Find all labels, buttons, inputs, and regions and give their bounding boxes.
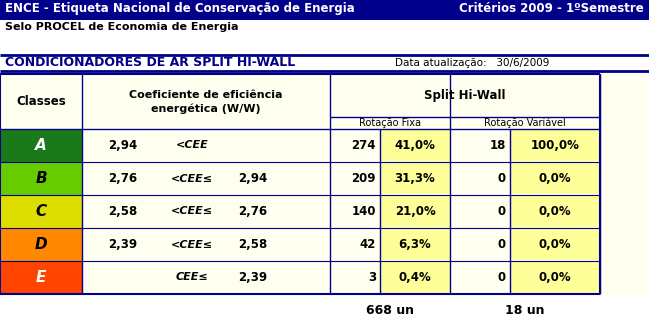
- Text: 31,3%: 31,3%: [395, 172, 435, 185]
- Bar: [0, 0, 649, 17]
- Text: 140: 140: [352, 205, 376, 218]
- Text: 668 un: 668 un: [366, 305, 414, 317]
- Text: A: A: [35, 138, 47, 153]
- Bar: [380, 229, 450, 260]
- Text: 0: 0: [498, 238, 506, 251]
- Text: Rotação Variável: Rotação Variável: [484, 118, 566, 128]
- Text: Split Hi-Wall: Split Hi-Wall: [424, 89, 506, 102]
- Bar: [82, 162, 600, 195]
- Text: 209: 209: [352, 172, 376, 185]
- Text: <CEE≤: <CEE≤: [171, 207, 213, 216]
- Bar: [510, 196, 600, 227]
- Text: energética (W/W): energética (W/W): [151, 103, 261, 114]
- Text: 6,3%: 6,3%: [398, 238, 432, 251]
- Text: 2,94: 2,94: [238, 172, 267, 185]
- Text: 2,58: 2,58: [108, 205, 137, 218]
- Text: 2,76: 2,76: [108, 172, 137, 185]
- Bar: [0, 162, 82, 195]
- Text: D: D: [34, 237, 47, 252]
- Bar: [0, 55, 649, 71]
- Bar: [510, 229, 600, 260]
- Text: 2,39: 2,39: [108, 238, 137, 251]
- Text: Critérios 2009 - 1ºSemestre: Critérios 2009 - 1ºSemestre: [459, 2, 644, 15]
- Text: 18 un: 18 un: [506, 305, 545, 317]
- Bar: [380, 163, 450, 194]
- Text: 0,0%: 0,0%: [539, 271, 571, 284]
- Bar: [0, 20, 649, 35]
- Bar: [82, 129, 600, 162]
- Text: C: C: [36, 204, 47, 219]
- Text: E: E: [36, 270, 46, 285]
- Text: 2,58: 2,58: [238, 238, 267, 251]
- Bar: [380, 130, 450, 161]
- Bar: [380, 196, 450, 227]
- Text: 42: 42: [360, 238, 376, 251]
- Text: 18: 18: [489, 139, 506, 152]
- Text: Rotação Fixa: Rotação Fixa: [359, 118, 421, 128]
- Text: Classes: Classes: [16, 95, 66, 108]
- Bar: [82, 228, 600, 261]
- Text: 0: 0: [498, 205, 506, 218]
- Text: 2,76: 2,76: [238, 205, 267, 218]
- Text: CEE≤: CEE≤: [176, 272, 208, 283]
- Text: <CEE≤: <CEE≤: [171, 173, 213, 184]
- Bar: [510, 163, 600, 194]
- Text: 3: 3: [368, 271, 376, 284]
- Text: ENCE - Etiqueta Nacional de Conservação de Energia: ENCE - Etiqueta Nacional de Conservação …: [5, 2, 355, 15]
- Bar: [510, 130, 600, 161]
- Text: 2,39: 2,39: [238, 271, 267, 284]
- Bar: [0, 195, 82, 228]
- Bar: [0, 17, 649, 20]
- Text: 0: 0: [498, 172, 506, 185]
- Text: 41,0%: 41,0%: [395, 139, 435, 152]
- Text: 0,4%: 0,4%: [398, 271, 432, 284]
- Text: 21,0%: 21,0%: [395, 205, 435, 218]
- Bar: [0, 74, 649, 294]
- Bar: [510, 262, 600, 293]
- Bar: [0, 228, 82, 261]
- Text: 0,0%: 0,0%: [539, 205, 571, 218]
- Bar: [0, 261, 82, 294]
- Text: B: B: [35, 171, 47, 186]
- Text: Data atualização:   30/6/2009: Data atualização: 30/6/2009: [395, 58, 549, 68]
- Text: 0,0%: 0,0%: [539, 238, 571, 251]
- Text: 0,0%: 0,0%: [539, 172, 571, 185]
- Text: <CEE: <CEE: [176, 140, 208, 150]
- Text: CONDICIONADORES DE AR SPLIT HI-WALL: CONDICIONADORES DE AR SPLIT HI-WALL: [5, 57, 295, 69]
- Text: 100,0%: 100,0%: [531, 139, 580, 152]
- Text: <CEE≤: <CEE≤: [171, 240, 213, 249]
- Bar: [380, 262, 450, 293]
- Bar: [82, 195, 600, 228]
- Bar: [82, 261, 600, 294]
- Text: Coeficiente de eficiência: Coeficiente de eficiência: [129, 89, 283, 99]
- Bar: [0, 35, 649, 55]
- Bar: [0, 129, 82, 162]
- Text: 0: 0: [498, 271, 506, 284]
- Text: 2,94: 2,94: [108, 139, 137, 152]
- Text: Selo PROCEL de Economia de Energia: Selo PROCEL de Economia de Energia: [5, 22, 238, 33]
- Text: 274: 274: [352, 139, 376, 152]
